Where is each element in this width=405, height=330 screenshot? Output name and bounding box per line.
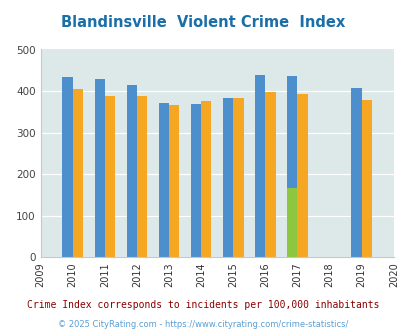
Text: Crime Index corresponds to incidents per 100,000 inhabitants: Crime Index corresponds to incidents per… bbox=[27, 300, 378, 310]
Bar bbox=[104, 96, 115, 257]
Text: © 2025 CityRating.com - https://www.cityrating.com/crime-statistics/: © 2025 CityRating.com - https://www.city… bbox=[58, 319, 347, 329]
Bar bbox=[200, 101, 211, 257]
Bar bbox=[297, 94, 307, 257]
Bar bbox=[265, 92, 275, 257]
Bar bbox=[126, 85, 136, 257]
Bar bbox=[233, 98, 243, 257]
Text: Blandinsville  Violent Crime  Index: Blandinsville Violent Crime Index bbox=[61, 15, 344, 30]
Bar bbox=[361, 100, 371, 257]
Bar bbox=[286, 187, 297, 257]
Bar bbox=[286, 76, 297, 257]
Bar bbox=[62, 77, 72, 257]
Bar bbox=[254, 75, 265, 257]
Bar bbox=[94, 80, 104, 257]
Bar bbox=[136, 96, 147, 257]
Bar bbox=[72, 89, 83, 257]
Bar bbox=[168, 105, 179, 257]
Bar bbox=[190, 104, 200, 257]
Bar bbox=[351, 88, 361, 257]
Bar bbox=[158, 103, 168, 257]
Bar bbox=[222, 98, 233, 257]
